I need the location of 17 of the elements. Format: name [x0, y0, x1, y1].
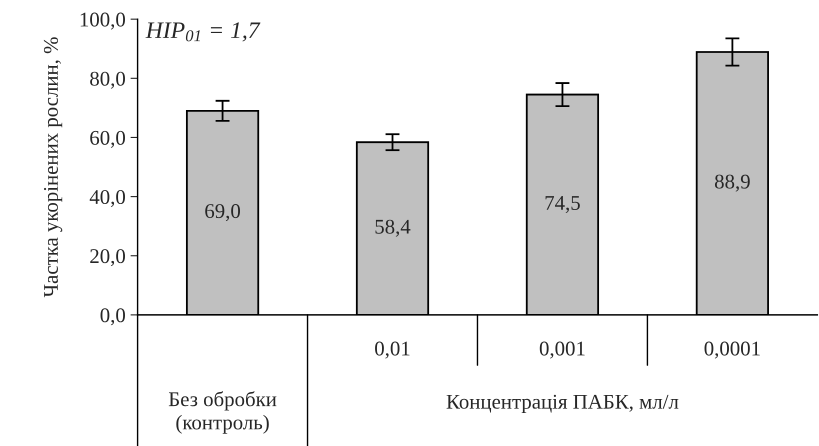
data-label: 58,4 [375, 220, 410, 237]
y-axis-title: Частка укорінених рослин, % [44, 37, 62, 298]
x-tick-label: 0,01 [375, 342, 410, 359]
data-label: 69,0 [205, 204, 240, 222]
x-tick-label: 0,001 [540, 342, 585, 359]
annotation: HIP$_{01}$ = 1,7 [145, 22, 260, 42]
data-label: 74,5 [546, 196, 580, 213]
x-tick-label: 0,0001 [704, 342, 760, 359]
y-tick-label: 20,0 [90, 249, 125, 266]
y-tick-label: 40,0 [90, 190, 125, 208]
y-tick-label: 80,0 [90, 72, 125, 89]
y-tick-label: 100,0 [80, 12, 125, 30]
data-label: 88,9 [714, 174, 750, 192]
y-tick-label: 60,0 [90, 130, 125, 148]
y-tick-label: 0,0 [100, 308, 125, 326]
x-axis-title: Концентрація ПАБК, мл/л [446, 394, 678, 414]
text: Без обробки (контроль) [168, 391, 276, 434]
